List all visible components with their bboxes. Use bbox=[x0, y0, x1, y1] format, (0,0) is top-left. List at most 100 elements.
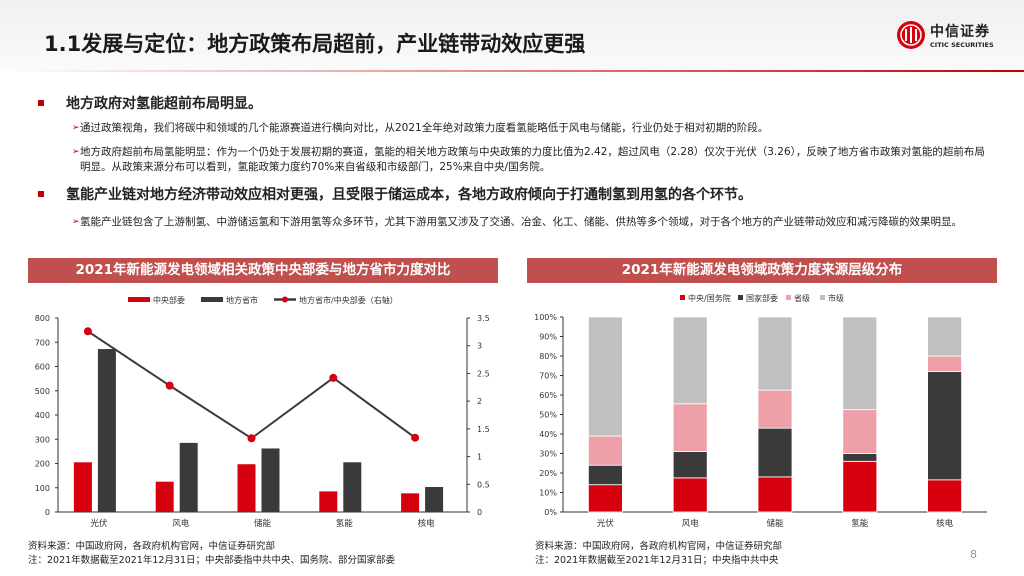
sub-bullet: ➢ 氢能产业链包含了上游制氢、中游储运氢和下游用氢等众多环节，尤其下游用氢又涉及了… bbox=[72, 215, 995, 230]
sub-bullet-text: 地方政府超前布局氢能明显：作为一个仍处于发展初期的赛道，氢能的相关地方政策与中央… bbox=[80, 146, 985, 173]
page-number: 8 bbox=[970, 548, 977, 561]
bar-local bbox=[343, 462, 362, 512]
y2-tick-label: 0.5 bbox=[477, 480, 490, 489]
y-tick-label: 0% bbox=[544, 508, 557, 517]
stacked-bar-segment bbox=[588, 464, 623, 486]
stacked-bar-segment bbox=[672, 403, 708, 452]
y-tick-label: 30% bbox=[539, 450, 557, 459]
legend-label: 市级 bbox=[828, 293, 844, 303]
y-tick-label: 60% bbox=[539, 391, 557, 400]
y-tick-label: 10% bbox=[539, 489, 557, 498]
source-note: 资料来源：中国政府网，各政府机构官网，中信证券研究部 bbox=[28, 541, 276, 552]
stacked-bar-segment bbox=[588, 484, 623, 513]
bullet-square-icon bbox=[38, 191, 44, 197]
x-tick-label: 储能 bbox=[766, 518, 784, 529]
bar-local bbox=[261, 448, 280, 512]
y-tick-label: 100 bbox=[35, 484, 50, 493]
legend-swatch bbox=[201, 297, 223, 302]
header-divider bbox=[0, 70, 1024, 72]
stacked-bar-segment bbox=[757, 476, 793, 513]
y-tick-label: 80% bbox=[539, 352, 557, 361]
stacked-bar-segment bbox=[757, 427, 793, 478]
chart1-title: 2021年新能源发电领域相关政策中央部委与地方省市力度对比 bbox=[28, 258, 498, 283]
y-tick-label: 20% bbox=[539, 469, 557, 478]
y-tick-label: 500 bbox=[35, 387, 50, 396]
y-tick-label: 700 bbox=[35, 338, 50, 347]
y2-tick-label: 3 bbox=[477, 342, 482, 351]
stacked-bar-segment bbox=[842, 316, 878, 411]
footer-right: 资料来源：中国政府网，各政府机构官网，中信证券研究部 注：2021年数据截至202… bbox=[535, 540, 782, 568]
ratio-point bbox=[247, 434, 256, 443]
ratio-point bbox=[411, 433, 420, 442]
sub-bullet: ➢ 通过政策视角，我们将碳中和领域的几个能源赛道进行横向对比，从2021全年绝对政… bbox=[72, 121, 995, 136]
legend-swatch bbox=[128, 297, 150, 302]
sub-bullet: ➢ 地方政府超前布局氢能明显：作为一个仍处于发展初期的赛道，氢能的相关地方政策与中… bbox=[72, 145, 995, 175]
x-tick-label: 核电 bbox=[936, 518, 954, 529]
y2-tick-label: 1.5 bbox=[477, 425, 490, 434]
bullet-square-icon bbox=[38, 100, 44, 106]
y2-tick-label: 2.5 bbox=[477, 369, 490, 378]
x-tick-label: 储能 bbox=[254, 518, 272, 529]
bar-local bbox=[97, 349, 116, 512]
bar-local bbox=[179, 442, 198, 512]
y-tick-label: 100% bbox=[534, 313, 557, 322]
stacked-bar-segment bbox=[757, 389, 793, 429]
arrow-icon: ➢ bbox=[72, 147, 80, 157]
stacked-bar-segment bbox=[588, 435, 623, 466]
citic-logo: 中信证券 CITIC SECURITIES bbox=[896, 20, 994, 50]
legend-label: 地方省市 bbox=[226, 295, 258, 305]
x-tick-label: 氢能 bbox=[851, 518, 869, 529]
footer-left: 资料来源：中国政府网，各政府机构官网，中信证券研究部注：2021年数据截至202… bbox=[28, 540, 395, 568]
legend-label: 省级 bbox=[794, 293, 810, 303]
ratio-point bbox=[329, 373, 338, 382]
ratio-point bbox=[83, 327, 92, 336]
logo-en: CITIC SECURITIES bbox=[930, 41, 994, 49]
y-tick-label: 90% bbox=[539, 333, 557, 342]
legend-marker bbox=[282, 296, 288, 303]
chart1: 中央部委 地方省市 地方省市/中央部委（右轴） 0 100 200 300 400 500 600… bbox=[35, 295, 490, 529]
footnote: 注：2021年数据截至2021年12月31日；中央部委指中共中央、国务院、部分国… bbox=[28, 555, 396, 566]
bullet-heading: 氢能产业链对地方经济带动效应相对更强，且受限于储运成本，各地方政府倾向于打通制氢… bbox=[38, 184, 752, 204]
stacked-bar-segment bbox=[927, 479, 963, 513]
logo-cn: 中信证券 bbox=[930, 24, 990, 40]
bullet-heading: 地方政府对氢能超前布局明显。 bbox=[38, 93, 262, 113]
y-tick-label: 800 bbox=[35, 314, 50, 323]
x-tick-label: 风电 bbox=[682, 518, 700, 529]
legend-label: 地方省市/中央部委（右轴） bbox=[299, 295, 398, 305]
bullet-heading-text: 氢能产业链对地方经济带动效应相对更强，且受限于储运成本，各地方政府倾向于打通制氢… bbox=[66, 187, 752, 203]
chart2: 中央/国务院 国家部委 省级 市级 0% 10% 20% 30% 40% 50% 60% 70% 80%… bbox=[534, 293, 987, 529]
y-tick-label: 600 bbox=[35, 363, 50, 372]
y-tick-label: 70% bbox=[539, 372, 557, 381]
y2-tick-label: 3.5 bbox=[477, 314, 490, 323]
stacked-bar-segment bbox=[842, 453, 878, 462]
bullet-heading-text: 地方政府对氢能超前布局明显。 bbox=[66, 96, 262, 112]
x-tick-label: 光伏 bbox=[90, 518, 108, 529]
ratio-point bbox=[165, 381, 174, 390]
legend-label: 国家部委 bbox=[746, 293, 778, 303]
x-tick-label: 风电 bbox=[172, 518, 190, 529]
bar-central bbox=[401, 493, 420, 512]
y2-tick-label: 1 bbox=[477, 453, 482, 462]
legend-swatch bbox=[680, 295, 685, 300]
stacked-bar-segment bbox=[842, 409, 878, 454]
bar-central bbox=[319, 491, 338, 512]
stacked-bar-segment bbox=[842, 460, 878, 513]
x-tick-label: 氢能 bbox=[336, 518, 354, 529]
page-title: 1.1发展与定位：地方政策布局超前，产业链带动效应更强 bbox=[44, 32, 586, 56]
legend-swatch bbox=[820, 295, 825, 300]
legend-swatch bbox=[738, 295, 743, 300]
legend-label: 中央/国务院 bbox=[688, 293, 731, 303]
arrow-icon: ➢ bbox=[72, 217, 80, 227]
citic-logo-icon bbox=[897, 21, 925, 49]
stacked-bar-segment bbox=[672, 477, 708, 513]
sub-bullet-text: 氢能产业链包含了上游制氢、中游储运氢和下游用氢等众多环节，尤其下游用氢又涉及了交… bbox=[80, 216, 962, 228]
arrow-icon: ➢ bbox=[72, 123, 80, 133]
footnote: 注：2021年数据截至2021年12月31日；中央指中共中央 bbox=[535, 555, 779, 566]
sub-bullet-text: 通过政策视角，我们将碳中和领域的几个能源赛道进行横向对比，从2021全年绝对政策… bbox=[80, 122, 769, 134]
y-tick-label: 0 bbox=[45, 508, 50, 517]
x-tick-label: 光伏 bbox=[597, 518, 615, 529]
stacked-bar-segment bbox=[672, 451, 708, 479]
y2-tick-label: 0 bbox=[477, 508, 482, 517]
stacked-bar-segment bbox=[927, 355, 963, 372]
y-tick-label: 50% bbox=[539, 411, 557, 420]
